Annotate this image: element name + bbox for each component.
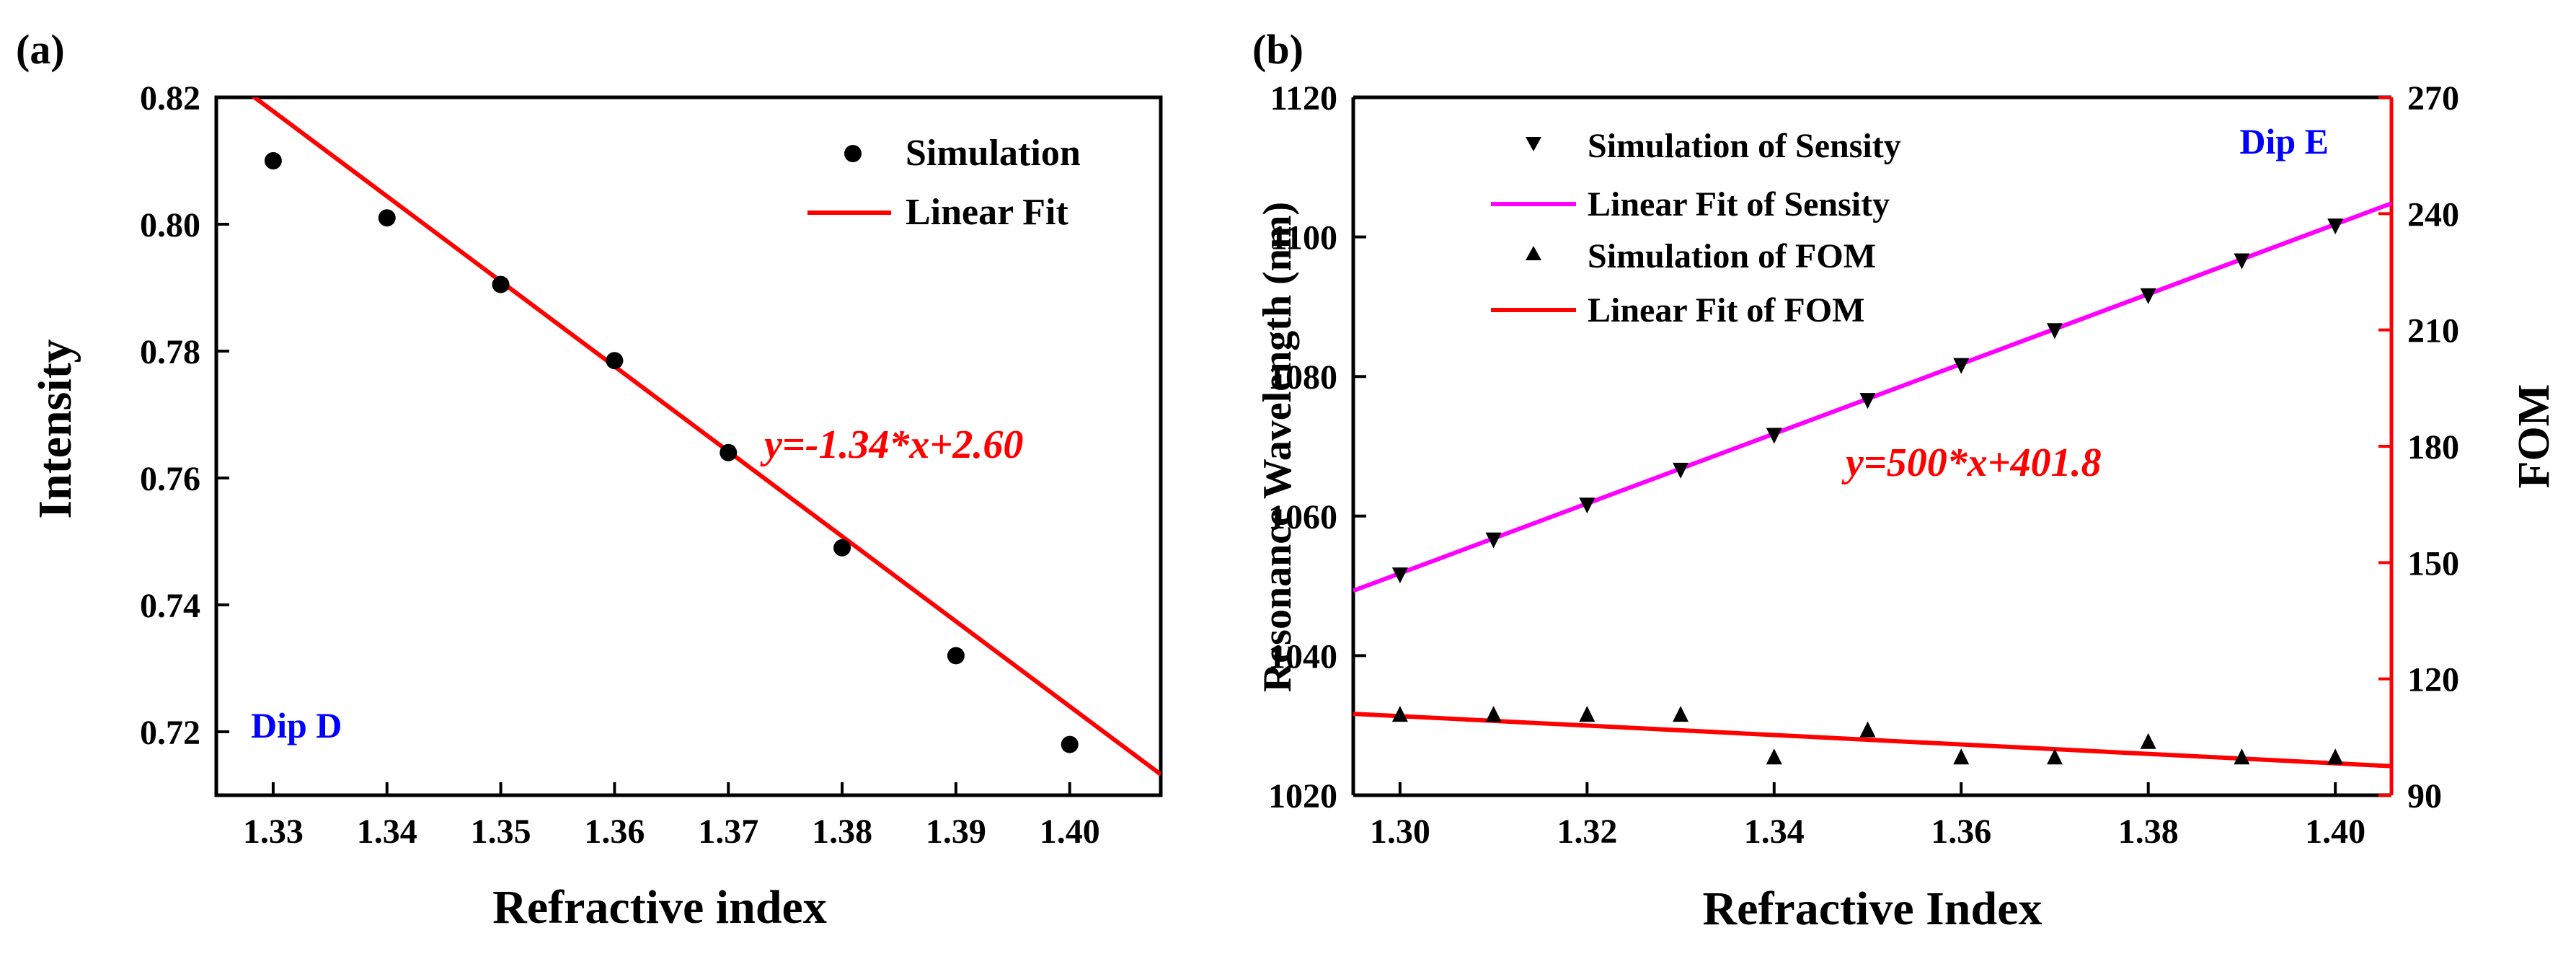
panel-b-legend-fit-fom-label: Linear Fit of FOM <box>1588 291 1864 329</box>
panel-b-sensity-point <box>1766 428 1782 444</box>
panel-a-x-ticks: 1.33 1.34 1.35 1.36 1.37 1.38 1.39 1.40 <box>243 782 1100 851</box>
panel-b-x-tick-label: 1.40 <box>2305 813 2365 851</box>
panel-a-simulation-point <box>264 152 282 169</box>
panel-b-fom-point <box>1579 706 1595 722</box>
panel-b-label: (b) <box>1252 26 1304 73</box>
panel-a-simulation-point <box>947 647 965 665</box>
panel-b-linear-fit-fom-line <box>1353 712 2391 769</box>
panel-a-y-ticks: 0.72 0.74 0.76 0.78 0.80 0.82 <box>140 79 229 752</box>
panel-a-y-axis-label: Intensity <box>29 339 81 518</box>
panel-b-x-tick-label: 1.36 <box>1931 813 1991 851</box>
panel-b-sensity-point <box>2234 253 2250 270</box>
panel-b-y-tick-label: 1020 <box>1268 777 1337 815</box>
panel-b-fom-point <box>2046 748 2063 765</box>
panel-b-y-tick-label: 1060 <box>1268 498 1337 536</box>
panel-a-label: (a) <box>16 26 65 73</box>
panel-b-sensity-point <box>2046 323 2063 340</box>
panel-a-legend-simulation-label: Simulation <box>906 133 1081 174</box>
panel-b-fom-point <box>1673 706 1689 722</box>
panel-a-simulation-point <box>1061 735 1079 753</box>
panel-b-x-tick-label: 1.34 <box>1744 813 1805 851</box>
panel-b-y2-tick-label: 180 <box>2407 428 2459 466</box>
panel-a-x-tick-label: 1.35 <box>471 813 531 851</box>
panel-b-sensity-point <box>1953 358 1970 374</box>
panel-a-y-tick-label: 0.82 <box>140 79 200 118</box>
panel-a-simulation-point <box>492 275 510 293</box>
panel-b-fom-point <box>2234 748 2250 765</box>
panel-a-y-tick-label: 0.74 <box>140 587 200 625</box>
panel-b-fom-point <box>2140 733 2156 749</box>
panel-b-fom-point <box>1391 706 1408 722</box>
panel-a-simulation-point <box>606 352 624 370</box>
panel-b-sensity-point <box>2327 218 2344 235</box>
panel-b-y-tick-label: 1120 <box>1270 79 1337 118</box>
panel-a-y-tick-label: 0.72 <box>140 714 200 752</box>
panel-a-dip-label: Dip D <box>251 705 342 745</box>
panel-a: (a) 1.33 1.34 1.35 1.36 1.37 1.38 1.39 1.40 0.7… <box>16 26 1163 934</box>
panel-b-y2-tick-label: 270 <box>2407 79 2459 118</box>
panel-a-x-tick-label: 1.34 <box>357 813 417 851</box>
panel-a-simulation-points <box>264 152 1079 753</box>
panel-b-x-axis-label: Refractive Index <box>1702 882 2042 935</box>
panel-b-y2-tick-label: 90 <box>2407 777 2442 815</box>
panel-b-fom-point <box>2327 748 2344 765</box>
panel-a-legend-simulation-marker <box>844 145 862 162</box>
panel-a-linear-fit-line <box>250 97 1161 776</box>
panel-b-legend-fit-sensity-label: Linear Fit of Sensity <box>1588 185 1890 223</box>
panel-a-x-tick-label: 1.33 <box>243 813 304 851</box>
panel-b-x-tick-label: 1.32 <box>1557 813 1617 851</box>
panel-b-y2-axis-label: FOM <box>2510 384 2559 489</box>
panel-b-sensity-point <box>1485 532 1502 549</box>
panel-a-x-tick-label: 1.38 <box>812 813 872 851</box>
panel-b-y-ticks: 1020 1040 1060 1080 1100 1120 <box>1268 79 1366 815</box>
panel-b-fom-point <box>1766 748 1782 765</box>
panel-b-sensity-point <box>1391 567 1408 584</box>
panel-b-legend-sensity-label: Simulation of Sensity <box>1588 127 1901 165</box>
panel-b-sensity-point <box>1579 497 1595 514</box>
panel-b-sensity-points <box>1391 218 2344 584</box>
panel-b-x-ticks: 1.30 1.32 1.34 1.36 1.38 1.40 <box>1370 782 2365 851</box>
panel-b-fom-points <box>1391 706 2344 765</box>
panel-a-plot-frame <box>214 95 1163 797</box>
panel-b-fom-point <box>1485 706 1502 722</box>
panel-a-simulation-point <box>378 209 396 227</box>
panel-b-y-axis-label: Resonance Wavelength (nm) <box>1255 202 1300 692</box>
panel-b-sensity-point <box>1859 393 1876 410</box>
panel-a-x-tick-label: 1.39 <box>926 813 986 851</box>
panel-b-y2-tick-label: 120 <box>2407 661 2459 699</box>
panel-a-equation: y=-1.34*x+2.60 <box>760 422 1023 467</box>
panel-b-sensity-point <box>2140 288 2156 304</box>
panel-b-y-tick-label: 1100 <box>1270 219 1337 257</box>
panel-b-y2-tick-label: 210 <box>2407 312 2459 350</box>
panel-b: (b) 1.30 1.32 1.34 1.36 1.38 1.40 1020 1040 106… <box>1252 26 2559 935</box>
panel-a-y-tick-label: 0.80 <box>140 206 200 244</box>
panel-b-x-tick-label: 1.30 <box>1370 813 1430 851</box>
panel-b-y2-tick-label: 150 <box>2407 544 2459 583</box>
panel-a-x-tick-label: 1.37 <box>698 813 758 851</box>
panel-b-sensity-point <box>1673 462 1689 479</box>
panel-b-legend-fom-marker <box>1526 246 1541 260</box>
panel-b-equation: y=500*x+401.8 <box>1841 441 2102 485</box>
panel-b-y-tick-label: 1080 <box>1268 358 1337 397</box>
panel-b-x-tick-label: 1.38 <box>2118 813 2179 851</box>
panel-b-y2-ticks: 90 120 150 180 210 240 270 <box>2378 79 2459 815</box>
panel-b-legend: Simulation of Sensity Linear Fit of Sens… <box>1491 127 1901 329</box>
panel-a-y-tick-label: 0.76 <box>140 460 200 498</box>
panel-a-x-tick-label: 1.40 <box>1040 813 1100 851</box>
panel-a-legend: Simulation Linear Fit <box>807 133 1081 233</box>
panel-a-simulation-point <box>833 539 851 557</box>
panel-b-dip-label: Dip E <box>2239 121 2329 161</box>
panel-a-simulation-point <box>720 443 738 461</box>
panel-a-x-axis-label: Refractive index <box>492 881 827 934</box>
panel-b-legend-fom-label: Simulation of FOM <box>1588 237 1876 275</box>
panel-b-fom-point <box>1953 748 1970 765</box>
panel-b-legend-sensity-marker <box>1526 137 1541 151</box>
panel-a-legend-fit-label: Linear Fit <box>906 192 1068 233</box>
panel-b-fom-point <box>1859 721 1876 738</box>
panel-a-x-tick-label: 1.36 <box>584 813 645 851</box>
panel-b-y-tick-label: 1040 <box>1268 637 1337 676</box>
panel-b-y2-tick-label: 240 <box>2407 195 2459 234</box>
panel-a-y-tick-label: 0.78 <box>140 333 200 371</box>
